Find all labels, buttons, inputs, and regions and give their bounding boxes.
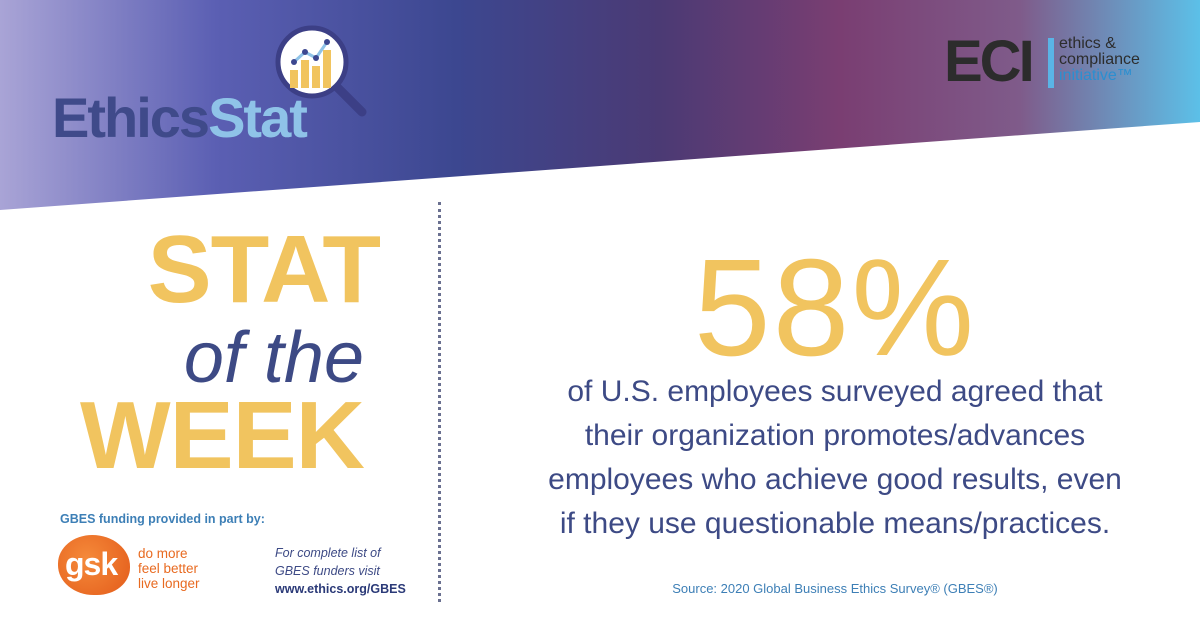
funders-line1: For complete list of [275,546,381,560]
stat-description: of U.S. employees surveyed agreed that t… [470,370,1200,546]
eci-logo: ECI ethics & compliance initiative™ [944,30,1184,100]
tagline-line2: feel better [138,561,199,576]
gsk-logo-text: gsk [65,546,118,582]
funders-line2: GBES funders visit [275,564,380,578]
source-citation: Source: 2020 Global Business Ethics Surv… [672,581,998,596]
logo-stat-text: Stat [208,86,308,149]
eci-line2: compliance [1059,51,1140,68]
tagline-line3: live longer [138,576,200,591]
title-week: WEEK [80,382,365,489]
tagline-line1: do more [138,546,188,561]
title-of-the: of the [183,318,364,398]
ethicsstat-logo: EthicsStat [52,86,308,149]
funders-note: For complete list of GBES funders visit … [275,544,406,598]
eci-line3: initiative™ [1059,67,1133,84]
funding-label: GBES funding provided in part by: [60,512,265,526]
logo-ethics-text: Ethics [52,86,210,149]
eci-line1: ethics & [1059,35,1116,52]
eci-divider-bar [1048,38,1054,88]
eci-initials: ECI [944,29,1035,94]
desc-line1: of U.S. employees surveyed agreed that [567,375,1103,408]
desc-line3: employees who achieve good results, even [548,463,1122,496]
stat-percentage: 58% [693,231,977,385]
desc-line4: if they use questionable means/practices… [559,507,1111,540]
eci-wordmark: ethics & compliance initiative™ [1059,36,1140,84]
gsk-tagline: do more feel better live longer [138,546,200,591]
title-stat: STAT [147,216,381,323]
magnifier-chart-icon [275,25,367,117]
dotted-divider [438,202,441,602]
gsk-logo-icon [58,535,130,595]
desc-line2: their organization promotes/advances [584,419,1086,452]
funders-link[interactable]: www.ethics.org/GBES [275,582,406,596]
